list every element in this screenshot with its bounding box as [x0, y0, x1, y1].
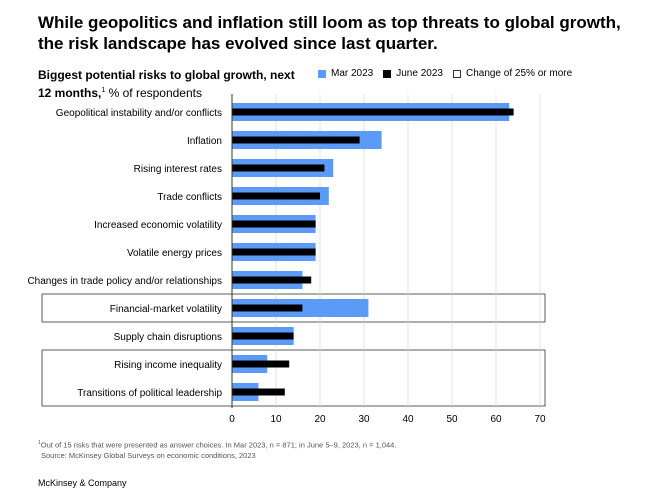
x-tick-label: 60	[490, 414, 502, 425]
category-label: Geopolitical instability and/or conflict…	[56, 108, 222, 119]
category-label: Supply chain disruptions	[114, 332, 222, 343]
bar-june	[232, 276, 312, 284]
x-tick-label: 40	[402, 414, 414, 425]
legend-label-jun: June 2023	[396, 68, 443, 79]
legend-swatch-jun	[383, 69, 392, 78]
x-tick-label: 10	[270, 414, 282, 425]
legend-swatch-mar	[318, 69, 326, 78]
chart-title: Biggest potential risks to global growth…	[38, 68, 298, 101]
bar-june	[232, 332, 294, 340]
legend-swatch-change	[452, 69, 461, 78]
bar-june	[232, 192, 320, 200]
bar-june	[232, 136, 360, 144]
headline: While geopolitics and inflation still lo…	[38, 13, 621, 53]
category-label: Inflation	[187, 136, 222, 147]
category-label: Rising interest rates	[134, 164, 222, 175]
bar-june	[232, 248, 316, 256]
brand-name: McKinsey & Company	[38, 478, 127, 488]
footnote-text: Out of 15 risks that were presented as a…	[40, 440, 397, 450]
legend-label-mar: Mar 2023	[331, 68, 374, 79]
x-tick-label: 70	[534, 414, 546, 425]
bar-june	[232, 220, 316, 228]
legend: Mar 2023 June 2023 Change of 25% or more	[318, 68, 582, 79]
footnote-line-2: Source: McKinsey Global Surveys on econo…	[41, 450, 256, 460]
x-tick-label: 30	[358, 414, 370, 425]
category-label: Rising income inequality	[114, 360, 222, 371]
bar-june	[232, 304, 303, 312]
chart-title-footnote-mark: 1	[101, 87, 106, 94]
bar-june	[232, 164, 325, 172]
x-tick-label: 50	[446, 414, 458, 425]
legend-item-change: Change of 25% or more	[452, 68, 573, 79]
category-label: Financial-market volatility	[110, 304, 222, 315]
highlight-frame-1	[41, 349, 546, 407]
chart-title-unit: % of respondents	[105, 86, 202, 100]
legend-label-change: Change of 25% or more	[465, 68, 573, 79]
chart-title-bold: Biggest potential risks to global growth…	[38, 68, 295, 100]
category-label: Trade conflicts	[157, 192, 222, 203]
footnote: 1Out of 15 risks that were presented as …	[38, 438, 396, 461]
bar-june	[232, 108, 514, 116]
highlight-frame-0	[41, 293, 546, 323]
footnote-line-1: 1Out of 15 risks that were presented as …	[38, 438, 396, 451]
x-tick-label: 0	[229, 414, 235, 425]
category-label: Changes in trade policy and/or relations…	[27, 276, 222, 287]
x-tick-label: 20	[314, 414, 326, 425]
legend-item-mar: Mar 2023	[318, 68, 373, 79]
footnote-mark: 1	[38, 440, 41, 446]
bar-june	[232, 388, 285, 396]
bar-june	[232, 360, 290, 368]
category-label: Transitions of political leadership	[77, 388, 222, 399]
legend-item-jun: June 2023	[383, 68, 443, 79]
category-label: Increased economic volatility	[94, 220, 222, 231]
category-label: Volatile energy prices	[127, 248, 222, 259]
